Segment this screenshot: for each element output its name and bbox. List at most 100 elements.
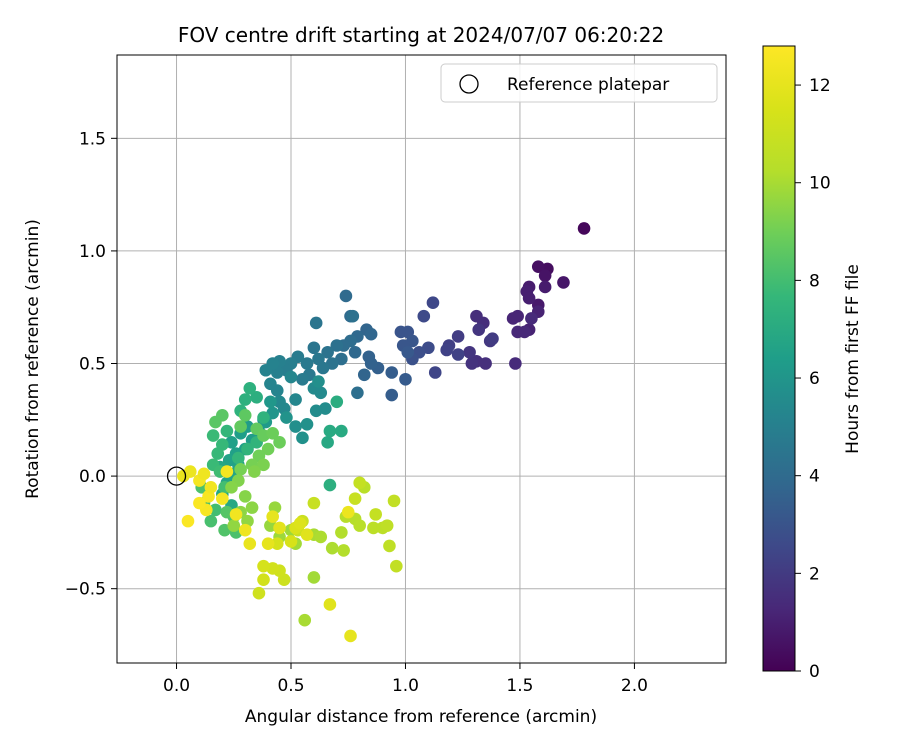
data-point	[248, 465, 261, 478]
data-point	[261, 442, 275, 456]
data-point	[351, 386, 364, 400]
data-point	[472, 323, 486, 337]
data-point	[211, 447, 225, 460]
data-point	[257, 411, 270, 424]
data-point	[380, 519, 394, 532]
data-point	[387, 494, 401, 508]
data-point	[280, 411, 293, 424]
data-point	[531, 260, 545, 273]
colorbar-tick-label: 12	[809, 76, 831, 96]
x-tick-label: 2.0	[621, 676, 648, 696]
gridlines	[117, 55, 726, 663]
data-point	[401, 345, 415, 359]
data-point	[335, 424, 348, 438]
data-point	[335, 526, 348, 539]
data-point	[266, 427, 279, 440]
data-point	[243, 381, 257, 395]
x-axis-ticks: 0.0 0.5 1.0 1.5 2.0	[163, 663, 648, 696]
colorbar-label: Hours from first FF file	[843, 264, 863, 454]
data-point	[451, 348, 465, 361]
colorbar-tick-label: 0	[809, 662, 820, 682]
data-point	[479, 357, 492, 370]
data-point	[321, 436, 334, 449]
data-point	[362, 350, 376, 364]
data-point	[252, 586, 266, 600]
data-point	[261, 537, 275, 550]
data-point	[220, 424, 234, 438]
data-point	[206, 429, 220, 442]
data-point	[319, 402, 332, 415]
data-point	[238, 408, 252, 422]
data-point	[357, 368, 371, 382]
data-point	[348, 492, 362, 505]
data-point	[341, 505, 355, 519]
colorbar-tick-label: 8	[809, 271, 820, 291]
colorbar-gradient	[762, 45, 796, 672]
data-point	[284, 370, 298, 384]
data-point	[309, 316, 323, 330]
data-point	[300, 357, 314, 370]
data-point	[390, 559, 403, 573]
y-tick-label: 0.5	[79, 355, 106, 375]
plot-frame	[116, 54, 727, 664]
x-tick-label: 0.5	[277, 676, 304, 696]
data-point	[264, 395, 277, 409]
data-point	[486, 332, 499, 346]
data-point	[209, 415, 222, 429]
data-point	[577, 222, 591, 235]
x-tick-label: 1.5	[506, 676, 533, 696]
data-point	[369, 508, 383, 521]
y-axis-ticks: −0.5 0.0 0.5 1.0 1.5	[65, 129, 117, 600]
x-axis-label: Angular distance from reference (arcmin)	[245, 707, 597, 727]
data-point	[330, 339, 344, 352]
legend-label: Reference platepar	[507, 75, 669, 95]
data-point	[193, 496, 206, 510]
data-point	[314, 386, 328, 400]
data-point	[307, 571, 321, 584]
data-point	[307, 341, 321, 355]
data-point	[522, 291, 536, 305]
data-point	[383, 539, 396, 553]
data-point	[321, 345, 334, 359]
legend-box	[440, 63, 718, 103]
data-point	[385, 366, 399, 379]
data-point	[323, 478, 337, 492]
data-point	[426, 296, 440, 310]
data-point	[181, 514, 195, 528]
data-point	[300, 418, 314, 431]
colorbar-tick-label: 10	[809, 174, 831, 194]
data-point	[220, 465, 234, 478]
data-point	[538, 269, 552, 282]
data-point	[289, 393, 302, 406]
data-point	[273, 521, 286, 535]
data-point	[243, 537, 257, 550]
data-point	[177, 469, 190, 483]
data-point	[204, 481, 218, 494]
data-point	[325, 541, 339, 555]
reference-platepar-marker	[166, 466, 187, 486]
data-points	[177, 222, 591, 643]
data-point	[353, 476, 366, 490]
x-tick-label: 1.0	[392, 676, 419, 696]
data-point	[465, 357, 479, 370]
data-point	[538, 280, 552, 294]
data-point	[234, 463, 247, 476]
data-point	[451, 330, 465, 343]
data-point	[296, 372, 309, 386]
y-tick-label: 1.5	[79, 129, 106, 149]
data-point	[385, 388, 399, 402]
data-point	[314, 530, 328, 544]
data-point	[296, 431, 309, 445]
data-point	[209, 503, 222, 517]
data-point	[353, 519, 366, 532]
colorbar-ticks: 0 2 4 6 8 10 12	[795, 76, 831, 682]
data-point	[344, 629, 357, 643]
colorbar-tick-label: 2	[809, 564, 820, 584]
data-point	[557, 276, 570, 289]
data-point	[238, 393, 252, 406]
data-point	[518, 325, 531, 339]
colorbar: 0 2 4 6 8 10 12 Hours from first FF file	[762, 45, 863, 682]
data-point	[197, 467, 211, 481]
chart-title: FOV centre drift starting at 2024/07/07 …	[178, 23, 664, 47]
data-point	[323, 598, 337, 611]
